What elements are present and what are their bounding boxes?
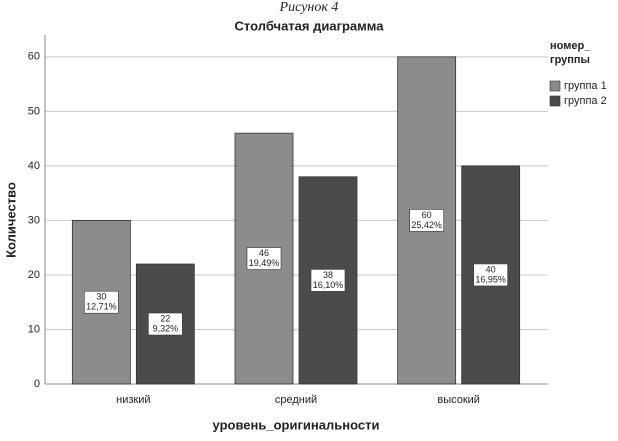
value-label-box [409, 209, 444, 232]
percent-label: 16,10% [313, 280, 344, 290]
bar [71, 220, 131, 385]
y-tick-label: 20 [28, 269, 40, 281]
x-tick-label: средний [275, 394, 317, 406]
y-tick-label: 60 [28, 51, 40, 63]
legend-label: группа 1 [564, 80, 607, 92]
percent-label: 12,71% [86, 302, 117, 312]
chart-title: Столбчатая диаграмма [235, 18, 385, 33]
legend-label: группа 2 [564, 95, 607, 107]
value-label-box [473, 263, 508, 287]
value-label-box [310, 269, 346, 292]
value-label: 46 [259, 248, 269, 258]
value-label: 40 [486, 264, 496, 274]
y-tick-label: 50 [28, 105, 40, 117]
x-axis-label: уровень_оригинальности [213, 417, 380, 432]
legend-swatch [549, 95, 561, 107]
legend-title: номер_ [550, 40, 591, 52]
value-label: 30 [96, 292, 106, 302]
y-axis-label: Количество [3, 182, 18, 258]
figure-caption: Рисунок 4 [279, 0, 339, 15]
percent-label: 25,42% [411, 220, 442, 230]
value-label: 60 [422, 210, 432, 220]
legend-title: группы [550, 54, 590, 66]
y-tick-label: 40 [28, 160, 40, 172]
value-label: 22 [160, 313, 170, 323]
y-tick-label: 0 [34, 378, 40, 390]
value-label-box [84, 290, 119, 314]
percent-label: 16,95% [475, 274, 506, 284]
y-tick-label: 10 [28, 323, 40, 335]
percent-label: 19,49% [249, 258, 280, 268]
x-tick-label: высокий [437, 394, 480, 406]
value-label-box [148, 312, 183, 336]
percent-label: 9,32% [153, 323, 179, 333]
x-tick-label: низкий [116, 394, 150, 406]
value-label-box [246, 247, 282, 270]
y-tick-label: 30 [28, 214, 40, 226]
value-label: 38 [323, 270, 333, 280]
legend-swatch [549, 80, 561, 92]
